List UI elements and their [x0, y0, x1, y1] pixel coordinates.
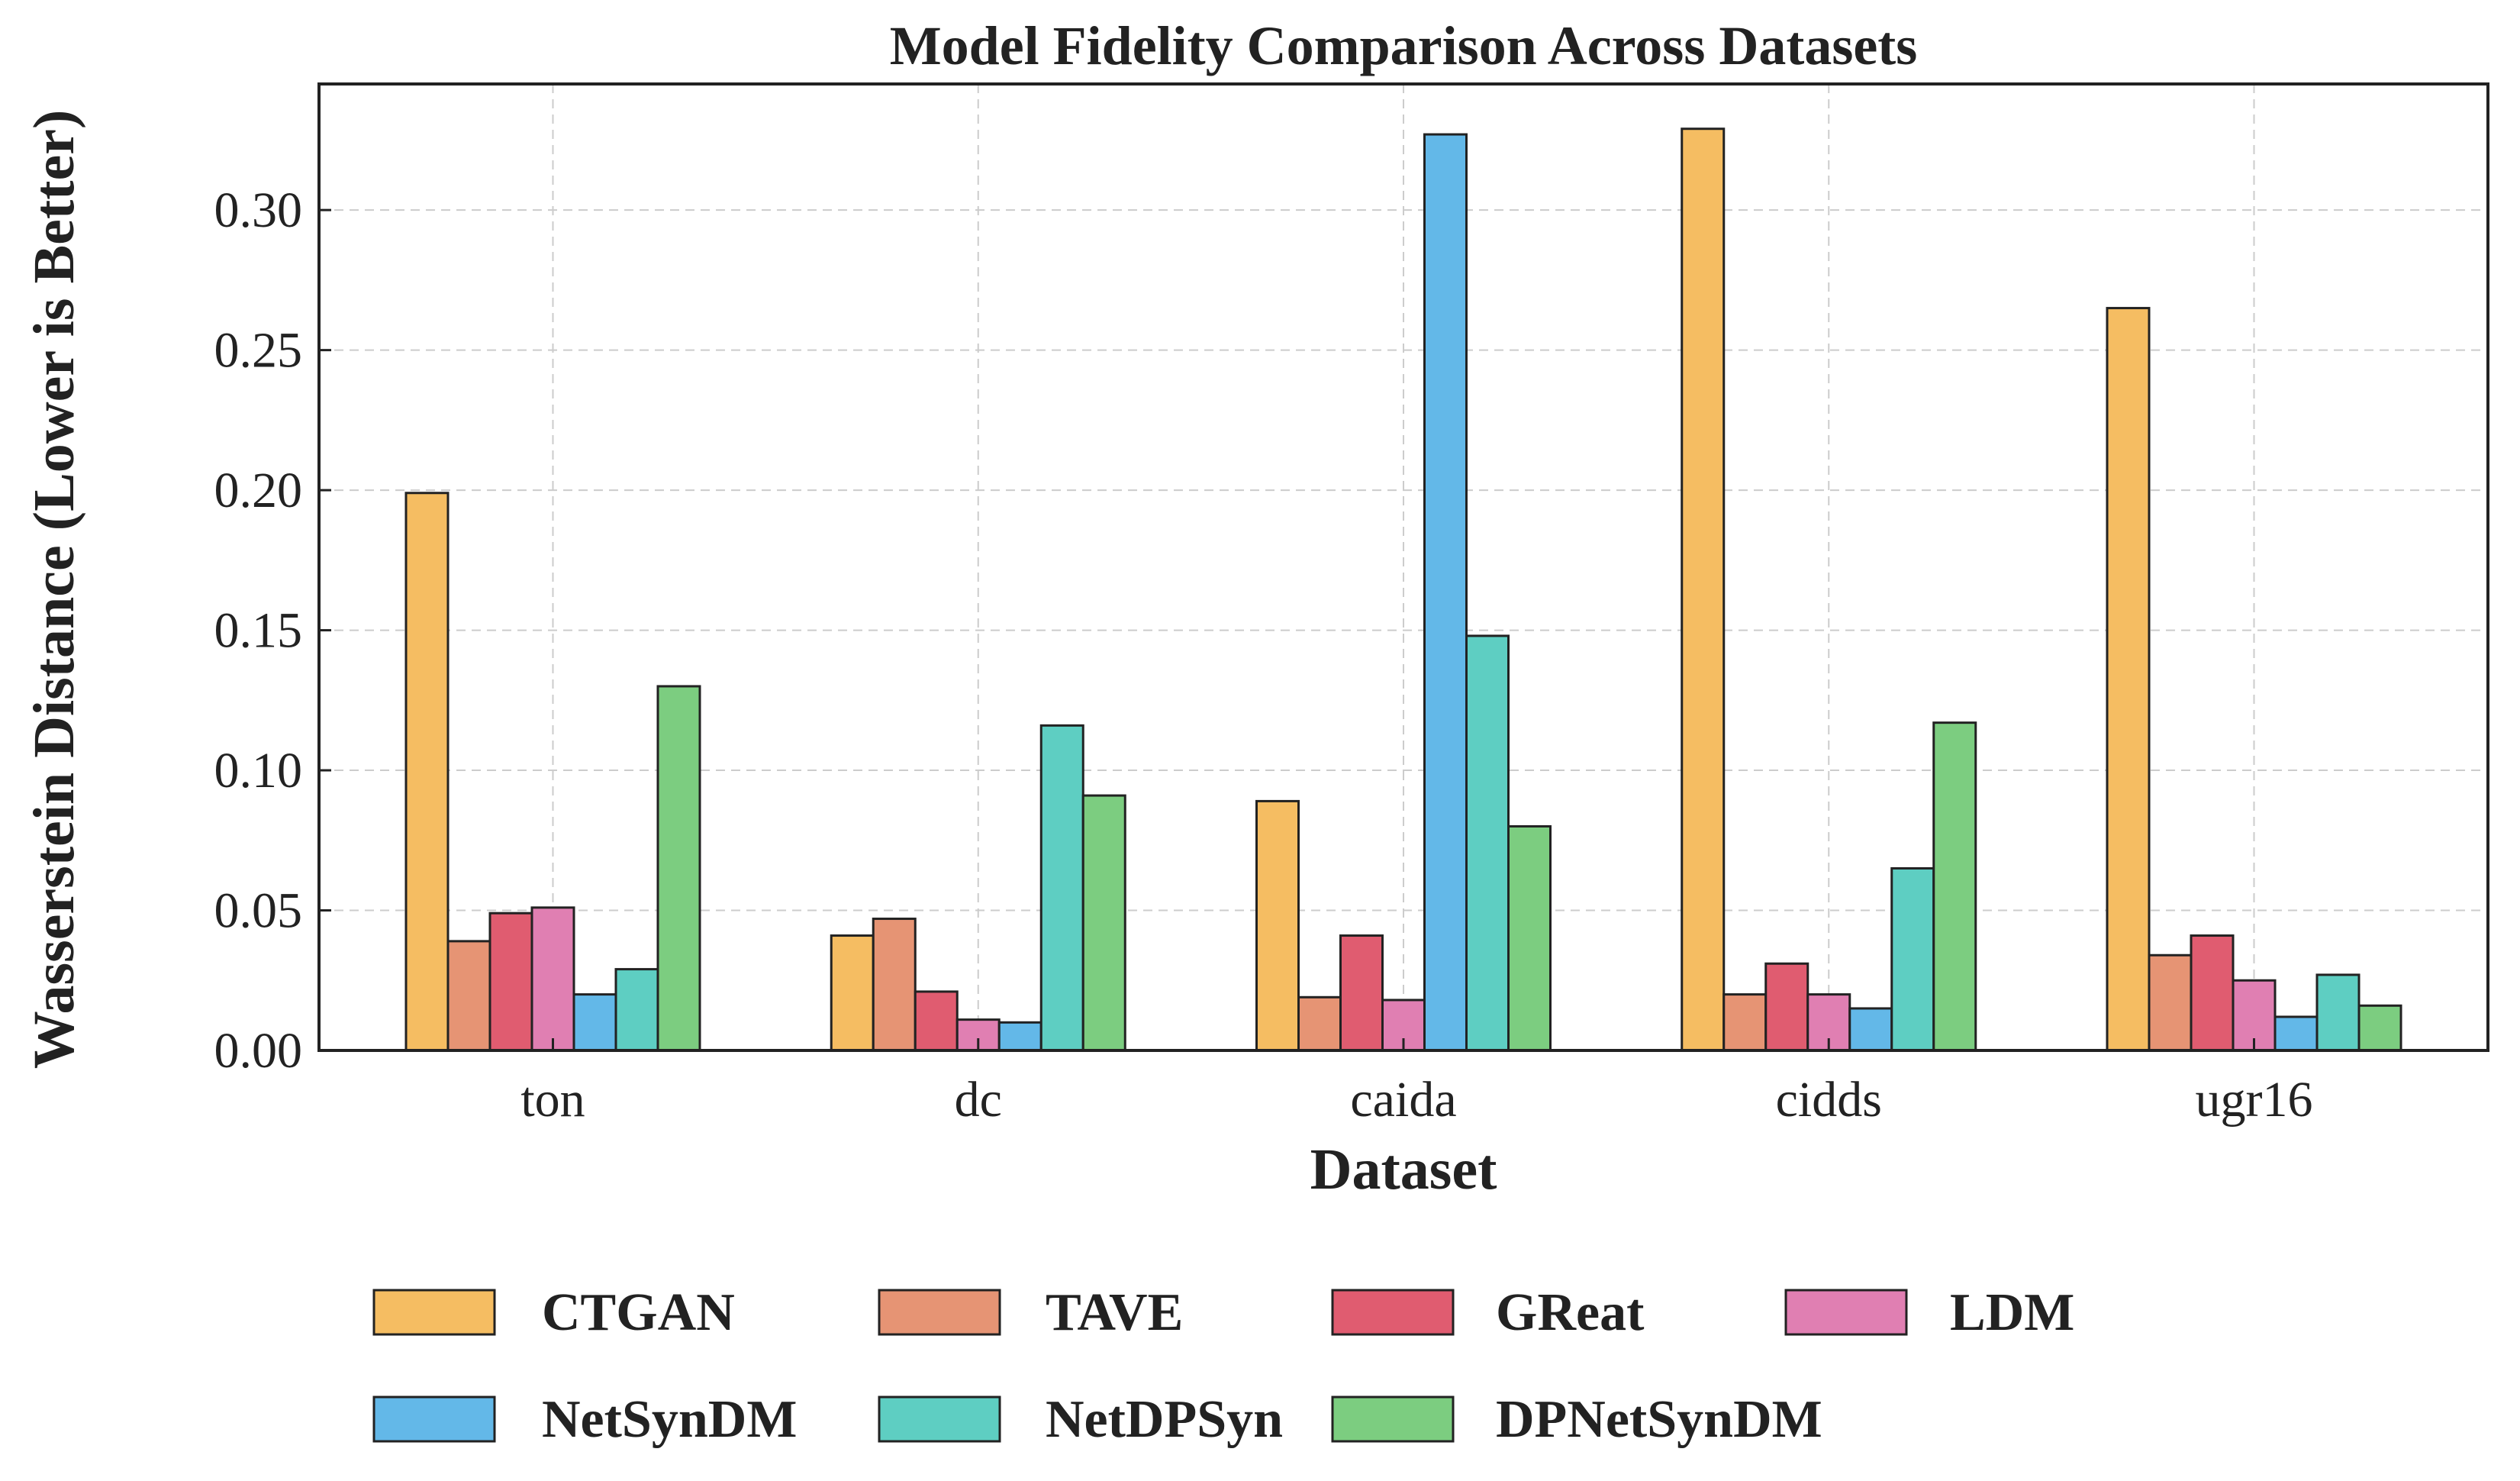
bar-ctgan-dc — [830, 934, 875, 1052]
grid-lines — [319, 84, 2488, 1050]
y-tick-label: 0.05 — [214, 883, 303, 939]
bar-netdpsyn-dc — [1039, 724, 1084, 1052]
legend-swatch-netdpsyn — [878, 1395, 1001, 1443]
chart-title: Model Fidelity Comparison Across Dataset… — [890, 15, 1918, 76]
legend-swatch-ldm — [1784, 1289, 1908, 1336]
bar-great-cidds — [1764, 962, 1809, 1052]
bar-tave-caida — [1297, 995, 1342, 1052]
y-tick-label: 0.20 — [214, 463, 303, 518]
bar-dpnetsyndm-caida — [1507, 824, 1552, 1052]
legend-label-netsyndm: NetSynDM — [542, 1390, 797, 1449]
bar-netsyndm-caida — [1423, 133, 1468, 1052]
bar-dpnetsyndm-dc — [1081, 794, 1126, 1052]
bar-great-dc — [914, 990, 959, 1052]
legend: CTGAN TAVE GReat LDM NetSynDM NetDPSyn DPNetSy… — [372, 1283, 2074, 1449]
bar-netsyndm-ton — [572, 993, 617, 1052]
y-tick-label: 0.10 — [214, 743, 303, 799]
bar-ctgan-ton — [404, 492, 450, 1052]
bar-dpnetsyndm-ugr16 — [2357, 1004, 2402, 1052]
bar-tave-ton — [446, 940, 491, 1052]
y-tick-label: 0.15 — [214, 603, 303, 659]
bar-great-caida — [1339, 934, 1384, 1052]
bar-ldm-ton — [530, 906, 575, 1052]
bar-great-ton — [488, 912, 533, 1052]
bar-tave-dc — [872, 918, 917, 1052]
bar-ctgan-caida — [1255, 799, 1300, 1052]
legend-swatch-great — [1331, 1289, 1455, 1336]
legend-label-dpnetsyndm: DPNetSynDM — [1496, 1390, 1822, 1449]
y-tick-label: 0.00 — [214, 1023, 303, 1079]
y-axis-label: Wasserstein Distance (Lower is Better) — [22, 110, 86, 1070]
bar-netsyndm-cidds — [1848, 1007, 1893, 1052]
legend-label-great: GReat — [1496, 1283, 1644, 1342]
x-tick-label: cidds — [1776, 1072, 1882, 1128]
bar-tave-ugr16 — [2148, 953, 2193, 1052]
x-tick-label: caida — [1350, 1072, 1456, 1128]
legend-swatch-dpnetsyndm — [1331, 1395, 1455, 1443]
legend-label-ldm: LDM — [1950, 1283, 2074, 1342]
bar-great-ugr16 — [2190, 934, 2235, 1052]
legend-label-tave: TAVE — [1046, 1283, 1183, 1342]
bar-netdpsyn-caida — [1465, 634, 1510, 1052]
bar-dpnetsyndm-cidds — [1932, 721, 1977, 1052]
bar-tave-cidds — [1722, 993, 1768, 1052]
x-tick-label: ugr16 — [2196, 1072, 2313, 1128]
x-tick-label: dc — [955, 1072, 1002, 1128]
bar-netsyndm-dc — [997, 1021, 1042, 1052]
bar-ctgan-ugr16 — [2106, 307, 2151, 1052]
legend-swatch-netsyndm — [372, 1395, 496, 1443]
legend-swatch-ctgan — [372, 1289, 496, 1336]
x-axis-label: Dataset — [1310, 1137, 1497, 1202]
bar-netdpsyn-ugr16 — [2315, 973, 2360, 1052]
bar-dpnetsyndm-ton — [656, 685, 701, 1052]
y-tick-label: 0.25 — [214, 323, 303, 379]
bar-netdpsyn-cidds — [1890, 866, 1935, 1052]
bar-ldm-cidds — [1806, 993, 1851, 1052]
y-tick-label: 0.30 — [214, 182, 303, 238]
plot-frame — [317, 82, 2489, 1052]
legend-label-netdpsyn: NetDPSyn — [1046, 1390, 1283, 1449]
x-tick-label: ton — [520, 1072, 585, 1128]
axis-ticks: 0.00 0.05 0.10 0.15 0.20 0.25 0.30 ton dc caida ci… — [214, 182, 2313, 1128]
legend-label-ctgan: CTGAN — [542, 1283, 735, 1342]
bar-netdpsyn-ton — [614, 968, 659, 1052]
bar-netsyndm-ugr16 — [2273, 1015, 2319, 1052]
legend-swatch-tave — [878, 1289, 1001, 1336]
bar-ctgan-cidds — [1681, 127, 1726, 1052]
